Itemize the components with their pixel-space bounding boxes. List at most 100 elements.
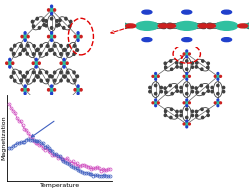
Circle shape <box>207 110 209 112</box>
Circle shape <box>170 60 172 62</box>
Circle shape <box>51 97 53 100</box>
Circle shape <box>201 116 204 119</box>
Circle shape <box>56 99 58 102</box>
Circle shape <box>20 45 22 47</box>
Circle shape <box>14 79 16 82</box>
Circle shape <box>217 105 219 107</box>
Circle shape <box>195 110 197 113</box>
Circle shape <box>214 75 216 77</box>
Circle shape <box>126 24 136 28</box>
Circle shape <box>51 39 53 41</box>
Circle shape <box>36 49 38 52</box>
Circle shape <box>13 71 15 74</box>
Circle shape <box>182 10 192 14</box>
Circle shape <box>27 79 29 82</box>
Circle shape <box>182 38 192 42</box>
Circle shape <box>42 105 44 108</box>
Circle shape <box>73 53 75 55</box>
Circle shape <box>26 53 28 55</box>
Circle shape <box>180 114 182 117</box>
Circle shape <box>113 27 118 29</box>
Circle shape <box>56 24 58 27</box>
Circle shape <box>180 91 182 93</box>
Circle shape <box>50 34 53 39</box>
Circle shape <box>186 92 188 95</box>
Circle shape <box>168 27 172 29</box>
Circle shape <box>80 35 82 38</box>
Circle shape <box>154 84 157 87</box>
Circle shape <box>73 71 75 74</box>
Circle shape <box>64 48 66 51</box>
Circle shape <box>23 34 27 39</box>
Circle shape <box>32 53 35 55</box>
Circle shape <box>186 73 188 74</box>
Circle shape <box>74 35 76 38</box>
Circle shape <box>27 35 29 38</box>
Circle shape <box>186 126 188 128</box>
Circle shape <box>152 75 154 77</box>
Y-axis label: Magnetization: Magnetization <box>1 116 6 160</box>
Circle shape <box>59 19 61 22</box>
Circle shape <box>23 75 26 78</box>
Circle shape <box>189 53 190 55</box>
Circle shape <box>186 105 188 107</box>
Circle shape <box>188 25 193 27</box>
Circle shape <box>60 53 62 55</box>
Circle shape <box>211 91 213 93</box>
Circle shape <box>153 23 157 25</box>
Circle shape <box>165 91 167 93</box>
Circle shape <box>166 25 170 27</box>
Circle shape <box>56 20 58 22</box>
Circle shape <box>46 79 49 82</box>
Circle shape <box>37 76 39 78</box>
Circle shape <box>32 99 35 101</box>
Circle shape <box>66 62 68 64</box>
Circle shape <box>54 44 56 47</box>
Circle shape <box>36 75 38 77</box>
Circle shape <box>109 25 113 27</box>
Circle shape <box>74 89 76 91</box>
Circle shape <box>51 85 53 87</box>
Circle shape <box>155 78 157 80</box>
Circle shape <box>180 62 182 64</box>
Circle shape <box>9 66 11 68</box>
Circle shape <box>176 23 181 25</box>
Circle shape <box>63 49 65 51</box>
Circle shape <box>24 92 26 95</box>
Circle shape <box>191 66 193 68</box>
Circle shape <box>176 114 178 117</box>
Circle shape <box>51 12 53 15</box>
Circle shape <box>185 75 188 78</box>
Circle shape <box>48 89 50 91</box>
Circle shape <box>152 102 154 104</box>
Circle shape <box>216 23 221 25</box>
Circle shape <box>20 79 22 82</box>
Circle shape <box>185 101 188 105</box>
Circle shape <box>46 53 48 55</box>
Circle shape <box>217 73 219 74</box>
Circle shape <box>206 86 209 88</box>
Circle shape <box>54 115 56 118</box>
Circle shape <box>220 75 222 77</box>
Circle shape <box>51 5 53 8</box>
Circle shape <box>40 44 42 47</box>
Circle shape <box>171 68 173 70</box>
Circle shape <box>243 25 248 27</box>
Circle shape <box>208 23 212 25</box>
Circle shape <box>51 32 53 34</box>
Circle shape <box>21 89 23 91</box>
Circle shape <box>36 17 38 20</box>
Circle shape <box>42 19 44 22</box>
Circle shape <box>13 52 15 55</box>
Circle shape <box>50 8 53 12</box>
Circle shape <box>153 27 157 29</box>
Circle shape <box>176 62 178 64</box>
Circle shape <box>216 101 220 105</box>
Circle shape <box>202 92 204 95</box>
Circle shape <box>33 45 35 47</box>
Circle shape <box>186 60 188 62</box>
Circle shape <box>154 75 157 78</box>
Circle shape <box>33 79 35 82</box>
Circle shape <box>180 86 182 89</box>
Circle shape <box>242 24 249 28</box>
